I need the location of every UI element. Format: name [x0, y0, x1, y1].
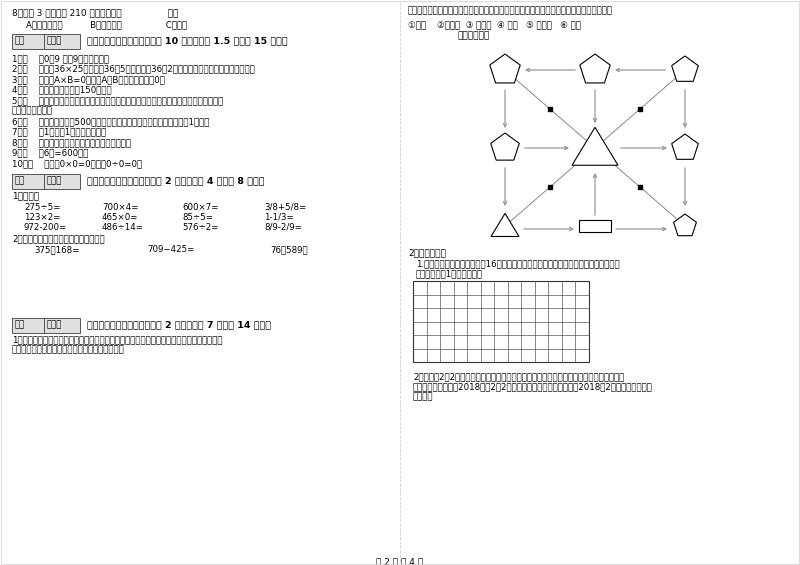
Text: 123×2=: 123×2=	[24, 212, 61, 221]
Polygon shape	[580, 54, 610, 83]
Text: 85÷5=: 85÷5=	[182, 212, 213, 221]
Polygon shape	[672, 134, 698, 159]
Polygon shape	[491, 214, 519, 237]
Text: 2．每年的2月2日是世界湿地日。在这一天，世界各国都举行不同形式的活动来宣传保护自: 2．每年的2月2日是世界湿地日。在这一天，世界各国都举行不同形式的活动来宣传保护…	[413, 372, 624, 381]
Text: 得分: 得分	[15, 37, 26, 46]
Text: 第 2 页 共 4 页: 第 2 页 共 4 页	[377, 557, 423, 565]
Text: 1．（    ）0．9 里有9个十分之一。: 1．（ ）0．9 里有9个十分之一。	[12, 54, 109, 63]
Text: 8．（    ）长方形的周长就是它四条边长度的和。: 8．（ ）长方形的周长就是它四条边长度的和。	[12, 138, 131, 147]
Text: 600×7=: 600×7=	[182, 202, 218, 211]
Text: 6．（    ）小明家离学校500米，他每天上学、回家，一个来回一共要走1千米。: 6．（ ）小明家离学校500米，他每天上学、回家，一个来回一共要走1千米。	[12, 117, 210, 126]
Text: ①狮山    ②熊猫馈  ③ 飞禁馈  ④ 魔园   ⑤ 大象馈   ⑥ 鱼馈: ①狮山 ②熊猫馈 ③ 飞禁馈 ④ 魔园 ⑤ 大象馈 ⑥ 鱼馈	[408, 20, 581, 29]
Text: 9．（    ）6分=600秒。: 9．（ ）6分=600秒。	[12, 149, 88, 158]
Text: 评卷人: 评卷人	[47, 37, 62, 46]
Text: 2．动手操作。: 2．动手操作。	[408, 248, 446, 257]
Text: 4．（    ）一本故事书的重150千克。: 4．（ ）一本故事书的重150千克。	[12, 85, 112, 94]
Text: 根据小强的描述，请你把这些动物场馈所在的位置，在动物园的导游图上用序号表示出来。: 根据小强的描述，请你把这些动物场馈所在的位置，在动物园的导游图上用序号表示出来。	[408, 6, 613, 15]
Polygon shape	[572, 127, 618, 165]
Text: 评卷人: 评卷人	[47, 320, 62, 329]
Bar	[12, 34, 80, 49]
Polygon shape	[674, 214, 697, 236]
Text: 76＋589＝: 76＋589＝	[270, 246, 308, 254]
Text: 得分: 得分	[15, 320, 26, 329]
Text: 7．（    ）1吨铁与1吨棉花一样重。: 7．（ ）1吨铁与1吨棉花一样重。	[12, 128, 106, 137]
Text: 1．口算。: 1．口算。	[12, 192, 39, 201]
Text: 馈和鱼馈的场地分别在动物园的东北角和西北角。: 馈和鱼馈的场地分别在动物园的东北角和西北角。	[12, 346, 125, 354]
Text: 972-200=: 972-200=	[24, 223, 67, 232]
Text: 5．（    ）用同一条铁丝先围成一个最大的正方形，再围成一个最大的长方形，长方形和正: 5．（ ）用同一条铁丝先围成一个最大的正方形，再围成一个最大的长方形，长方形和正	[12, 96, 223, 105]
Bar	[413, 281, 589, 362]
Polygon shape	[672, 56, 698, 81]
Text: 2．（    ）计算36×25时，先把36和5相乘，再把36和2相乘，最后把两次乘得的结果相加。: 2．（ ）计算36×25时，先把36和5相乘，再把36和2相乘，最后把两次乘得的…	[12, 64, 254, 73]
Polygon shape	[490, 54, 520, 83]
Text: 576÷2=: 576÷2=	[182, 223, 218, 232]
Text: A．乘公共汽车          B．骑自行车                C．步行: A．乘公共汽车 B．骑自行车 C．步行	[26, 20, 187, 29]
Text: 1.在下面方格纸上画出面积是16平方厘米的长方形和正方形。标出相应的长、宽或边长: 1.在下面方格纸上画出面积是16平方厘米的长方形和正方形。标出相应的长、宽或边长	[416, 259, 620, 268]
Text: 方形的周长相等。: 方形的周长相等。	[12, 106, 53, 115]
Bar	[12, 173, 80, 189]
Text: 8．爸爸 3 小时行了 210 千米，他是（                ）。: 8．爸爸 3 小时行了 210 千米，他是（ ）。	[12, 8, 178, 17]
Text: 得分: 得分	[15, 176, 26, 185]
Text: 四、看清题目，细心计算（共 2 小题，每题 4 分，共 8 分）。: 四、看清题目，细心计算（共 2 小题，每题 4 分，共 8 分）。	[87, 176, 265, 185]
Text: 275÷5=: 275÷5=	[24, 202, 61, 211]
Polygon shape	[490, 133, 519, 160]
Text: 三、仔细推敬，正确判断（共 10 小题，每题 1.5 分，共 15 分）。: 三、仔细推敬，正确判断（共 10 小题，每题 1.5 分，共 15 分）。	[87, 37, 288, 46]
Text: 五、认真思考，综合能力（共 2 小题，每题 7 分，共 14 否）。: 五、认真思考，综合能力（共 2 小题，每题 7 分，共 14 否）。	[87, 320, 271, 329]
Text: 375＋168=: 375＋168=	[34, 246, 79, 254]
Text: 486÷14=: 486÷14=	[102, 223, 144, 232]
Text: 10．（    ）因为0×0=0，所以0÷0=0。: 10．（ ）因为0×0=0，所以0÷0=0。	[12, 159, 142, 168]
Text: 2．竖式计算，要求验算的请写出验算。: 2．竖式计算，要求验算的请写出验算。	[12, 234, 105, 244]
Text: 3．（    ）如果A×B=0，那么A和B中至少有一个是0。: 3．（ ）如果A×B=0，那么A和B中至少有一个是0。	[12, 75, 165, 84]
Text: 然资源和生态环境。2018年的2月2日是星期五。请你根据信息制作2018年2月份的月历，并回: 然资源和生态环境。2018年的2月2日是星期五。请你根据信息制作2018年2月份…	[413, 382, 653, 391]
Text: 动物园导游图: 动物园导游图	[458, 31, 490, 40]
Text: 709−425=: 709−425=	[147, 246, 194, 254]
Text: 答问题。: 答问题。	[413, 392, 434, 401]
Text: （每一小格为1平方厘米）。: （每一小格为1平方厘米）。	[416, 269, 483, 278]
Bar	[12, 318, 80, 332]
Text: 700×4=: 700×4=	[102, 202, 138, 211]
Text: 3/8+5/8=: 3/8+5/8=	[264, 202, 306, 211]
Text: 465×0=: 465×0=	[102, 212, 138, 221]
Bar	[579, 220, 611, 232]
Text: 8/9-2/9=: 8/9-2/9=	[264, 223, 302, 232]
Text: 东门: 东门	[583, 222, 592, 231]
Text: 1-1/3=: 1-1/3=	[264, 212, 294, 221]
Text: 1．走进动物园大门，正北面是狮子山和熊猫馈，狮子山的东侧是飞禁馈，西侧是魄园。大象: 1．走进动物园大门，正北面是狮子山和熊猫馈，狮子山的东侧是飞禁馈，西侧是魄园。大…	[12, 336, 222, 345]
Text: 评卷人: 评卷人	[47, 176, 62, 185]
